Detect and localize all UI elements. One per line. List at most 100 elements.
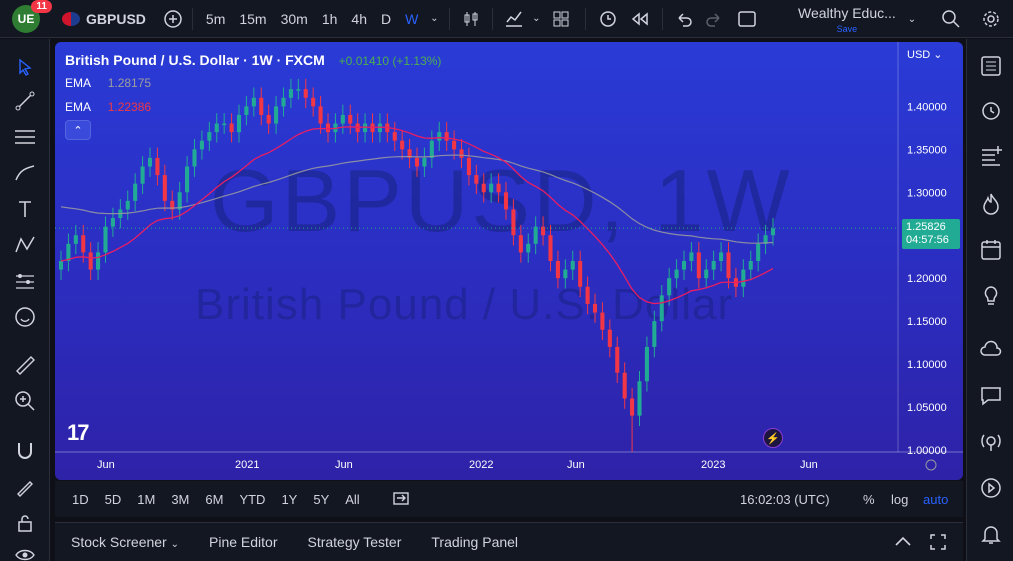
candle-body <box>155 157 160 176</box>
price-tick-label: 1.10000 <box>907 359 947 371</box>
zoom-in-icon[interactable] <box>11 387 39 415</box>
save-label[interactable]: Save <box>836 24 858 34</box>
candle-body <box>763 235 768 244</box>
chevron-down-icon[interactable]: ⌄ <box>430 13 439 24</box>
trend-line-icon[interactable] <box>11 87 39 115</box>
range-all[interactable]: All <box>345 491 360 507</box>
brush-icon[interactable] <box>11 159 39 187</box>
eye-icon[interactable] <box>11 541 39 561</box>
candle-body <box>185 166 190 193</box>
streams-cloud-icon[interactable] <box>976 335 1006 365</box>
interval-d[interactable]: D <box>380 10 392 27</box>
range-5d[interactable]: 5D <box>104 491 122 507</box>
search-icon[interactable] <box>936 0 966 38</box>
candle-body <box>704 269 709 279</box>
calendar-icon[interactable] <box>976 235 1006 265</box>
range-ytd[interactable]: YTD <box>239 491 266 507</box>
replay-icon[interactable] <box>624 0 656 38</box>
symbol-search[interactable]: GBPUSD <box>62 11 146 27</box>
candle-body <box>177 192 182 210</box>
emoji-icon[interactable] <box>11 303 39 331</box>
candle-body <box>674 269 679 279</box>
chevron-down-icon[interactable]: ⌄ <box>907 13 917 25</box>
candle-body <box>222 123 227 126</box>
range-3m[interactable]: 3M <box>171 491 190 507</box>
ema-label: EMA <box>65 76 91 90</box>
interval-5m[interactable]: 5m <box>205 10 226 27</box>
magnet-icon[interactable] <box>11 437 39 465</box>
candle-body <box>214 123 219 133</box>
notifications-bell-icon[interactable] <box>976 519 1006 549</box>
candle-body <box>58 261 64 270</box>
candle-body <box>696 252 701 279</box>
ema-legend-fast[interactable]: EMA 1.22386 <box>65 100 151 114</box>
lock-icon[interactable] <box>11 509 39 537</box>
horizontal-lines-icon[interactable] <box>11 123 39 151</box>
interval-w[interactable]: W <box>405 10 419 27</box>
settings-gear-icon[interactable] <box>976 0 1006 38</box>
percent-toggle[interactable]: % <box>863 481 875 517</box>
price-tick-label: 1.30000 <box>907 187 947 199</box>
candle-body <box>274 106 279 124</box>
candle-body <box>748 261 753 270</box>
candle-body <box>578 261 583 287</box>
watchlist-icon[interactable] <box>976 51 1006 81</box>
layout-grid-icon[interactable] <box>543 0 579 38</box>
hotlist-fire-icon[interactable] <box>976 189 1006 219</box>
clock-timezone[interactable]: 16:02:03 (UTC) <box>740 481 830 517</box>
tab-stock-screener[interactable]: Stock Screener ⌄ <box>55 534 194 550</box>
chat-icon[interactable] <box>976 381 1006 411</box>
log-toggle[interactable]: log <box>891 481 908 517</box>
draw-lock-icon[interactable] <box>11 473 39 501</box>
interval-4h[interactable]: 4h <box>351 10 367 27</box>
maximize-panel-icon[interactable] <box>929 533 947 554</box>
ruler-icon[interactable] <box>11 351 39 379</box>
user-avatar[interactable]: UE 11 <box>12 0 52 33</box>
chart-pane[interactable]: GBPUSD, 1W British Pound / U.S. Dollar 1… <box>55 42 963 480</box>
range-1d[interactable]: 1D <box>72 491 89 507</box>
collapse-legend-chevron-up-icon[interactable]: ⌃ <box>65 120 91 140</box>
interval-30m[interactable]: 30m <box>280 10 308 27</box>
indicators-icon[interactable] <box>499 0 529 38</box>
tab-strategy-tester[interactable]: Strategy Tester <box>307 534 402 550</box>
play-circle-icon[interactable] <box>976 473 1006 503</box>
prediction-icon[interactable] <box>11 267 39 295</box>
auto-toggle[interactable]: auto <box>923 481 948 517</box>
lightning-icon[interactable]: ⚡ <box>763 428 783 448</box>
candle-body <box>652 321 657 347</box>
text-tool-icon[interactable] <box>11 195 39 223</box>
range-6m[interactable]: 6M <box>205 491 224 507</box>
chevron-up-icon[interactable] <box>893 534 913 551</box>
candle-body <box>689 252 694 261</box>
alarm-clock-icon[interactable] <box>976 95 1006 125</box>
data-window-icon[interactable] <box>976 141 1006 171</box>
tradingview-logo[interactable]: 17 <box>67 420 90 445</box>
cursor-icon[interactable] <box>11 53 39 81</box>
currency-label: USD <box>907 49 931 61</box>
goto-date-icon[interactable] <box>384 490 418 509</box>
tab-trading-panel[interactable]: Trading Panel <box>431 534 519 550</box>
range-1y[interactable]: 1Y <box>281 491 298 507</box>
broadcast-icon[interactable] <box>976 427 1006 457</box>
layout-name[interactable]: Wealthy Educ... Save <box>798 6 896 36</box>
candle-body <box>281 97 286 107</box>
interval-15m[interactable]: 15m <box>239 10 267 27</box>
ema-legend-slow[interactable]: EMA 1.28175 <box>65 76 151 90</box>
interval-1h[interactable]: 1h <box>321 10 338 27</box>
tab-pine-editor[interactable]: Pine Editor <box>209 534 278 550</box>
candle-body <box>770 228 776 236</box>
pattern-icon[interactable] <box>11 231 39 259</box>
chevron-down-icon[interactable]: ⌄ <box>532 13 541 24</box>
alert-clock-icon[interactable] <box>592 0 624 38</box>
undo-icon[interactable] <box>669 0 699 38</box>
candle-body <box>615 346 620 373</box>
redo-icon[interactable] <box>699 0 729 38</box>
price-chart-svg[interactable]: 1.40000 1.35000 1.30000 1.20000 1.15000 1.100… <box>55 42 963 480</box>
ideas-lightbulb-icon[interactable] <box>976 281 1006 311</box>
compare-add-icon[interactable] <box>160 0 186 38</box>
candles-icon[interactable] <box>456 0 486 38</box>
range-5y[interactable]: 5Y <box>313 491 330 507</box>
fullscreen-square-icon[interactable] <box>729 0 765 38</box>
currency-selector[interactable]: USD ⌄ <box>907 49 943 61</box>
range-1m[interactable]: 1M <box>137 491 156 507</box>
